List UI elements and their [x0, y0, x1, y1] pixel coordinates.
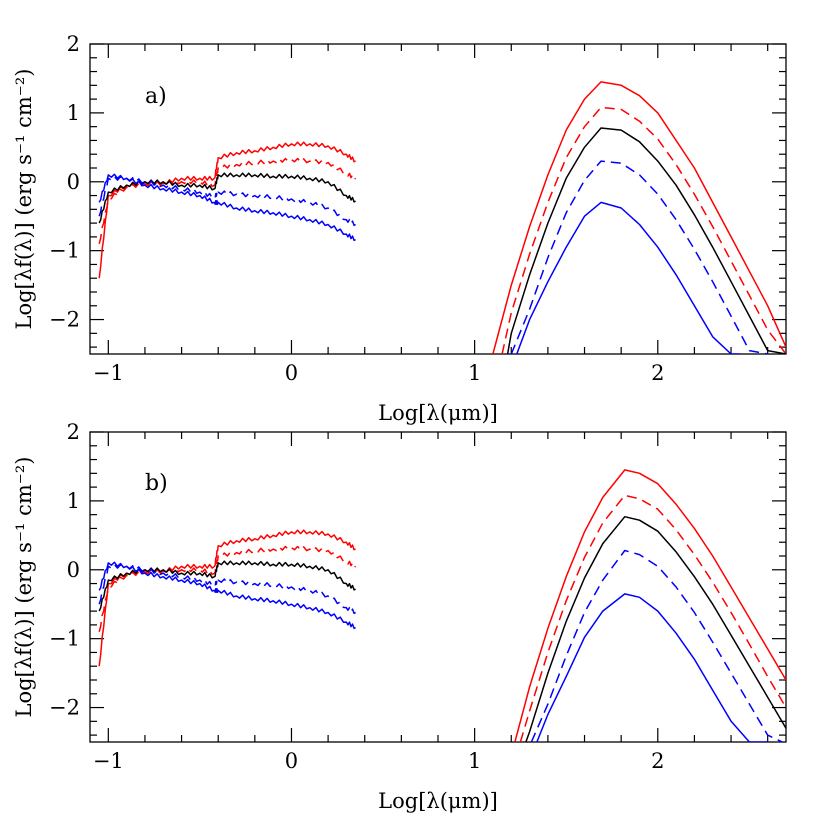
series-2-dust-line — [525, 515, 786, 742]
x-tick-label: 2 — [651, 749, 664, 773]
plot-frame — [89, 43, 787, 355]
series-2-dust-line — [506, 127, 786, 354]
y-tick-label: −2 — [49, 308, 80, 332]
series-0-stellar-line — [98, 141, 356, 279]
ticks — [90, 43, 786, 354]
y-tick-labels: −2 −1 0 1 2 — [49, 32, 80, 332]
x-axis-label: Log[λ(μm)] — [378, 789, 498, 813]
series-4-dust-line — [516, 201, 741, 354]
y-tick-label: 0 — [67, 170, 80, 194]
x-tick-label: 2 — [651, 361, 664, 385]
series-0-dust-line — [514, 469, 786, 742]
panel-label: b) — [145, 471, 168, 496]
y-tick-label: −1 — [49, 627, 80, 651]
y-tick-labels: −2 −1 0 1 2 — [49, 420, 80, 720]
series-1-stellar-line — [98, 157, 357, 244]
ticks — [90, 431, 786, 742]
x-tick-label: −1 — [93, 361, 124, 385]
plot-frame — [89, 431, 787, 743]
y-tick-label: 2 — [67, 32, 80, 56]
y-axis-label: Log[λf(λ)] (erg s⁻¹ cm⁻²) — [12, 69, 36, 330]
x-tick-labels: −1 0 1 2 — [93, 749, 665, 773]
series-1-dust-line — [519, 494, 786, 742]
series-3-stellar-line — [98, 175, 356, 227]
y-tick-label: 2 — [67, 420, 80, 444]
series-1-dust-line — [501, 106, 786, 354]
y-tick-label: 0 — [67, 558, 80, 582]
y-axis-label: Log[λf(λ)] (erg s⁻¹ cm⁻²) — [12, 457, 36, 718]
y-tick-label: 1 — [67, 489, 80, 513]
x-tick-label: 1 — [468, 361, 481, 385]
series-4-stellar-line — [98, 173, 356, 242]
series-3-stellar-line — [98, 563, 356, 615]
panel-b: −1 0 1 2 −2 −1 0 1 2 b) Log[λ(μm)] Log[λf(λ)] (… — [12, 420, 787, 813]
curves — [98, 469, 786, 742]
series-3-dust-line — [530, 549, 783, 742]
panel-label: a) — [145, 84, 167, 109]
series-0-stellar-line — [98, 529, 356, 667]
series-3-dust-line — [510, 160, 768, 354]
x-tick-label: 0 — [285, 361, 298, 385]
series-0-dust-line — [492, 81, 786, 354]
x-tick-label: 1 — [468, 749, 481, 773]
x-tick-labels: −1 0 1 2 — [93, 361, 665, 385]
panel-a: −1 0 1 2 −2 −1 0 1 2 a) Log[λ(μm)] Log[λf(λ)] (… — [12, 32, 787, 425]
x-axis-label: Log[λ(μm)] — [378, 401, 498, 425]
x-tick-label: −1 — [93, 749, 124, 773]
series-1-stellar-line — [98, 545, 357, 632]
y-tick-label: −1 — [49, 239, 80, 263]
y-tick-label: 1 — [67, 101, 80, 125]
x-tick-label: 0 — [285, 749, 298, 773]
curves — [98, 81, 786, 354]
series-4-dust-line — [536, 593, 768, 742]
series-4-stellar-line — [98, 561, 356, 630]
y-tick-label: −2 — [49, 696, 80, 720]
